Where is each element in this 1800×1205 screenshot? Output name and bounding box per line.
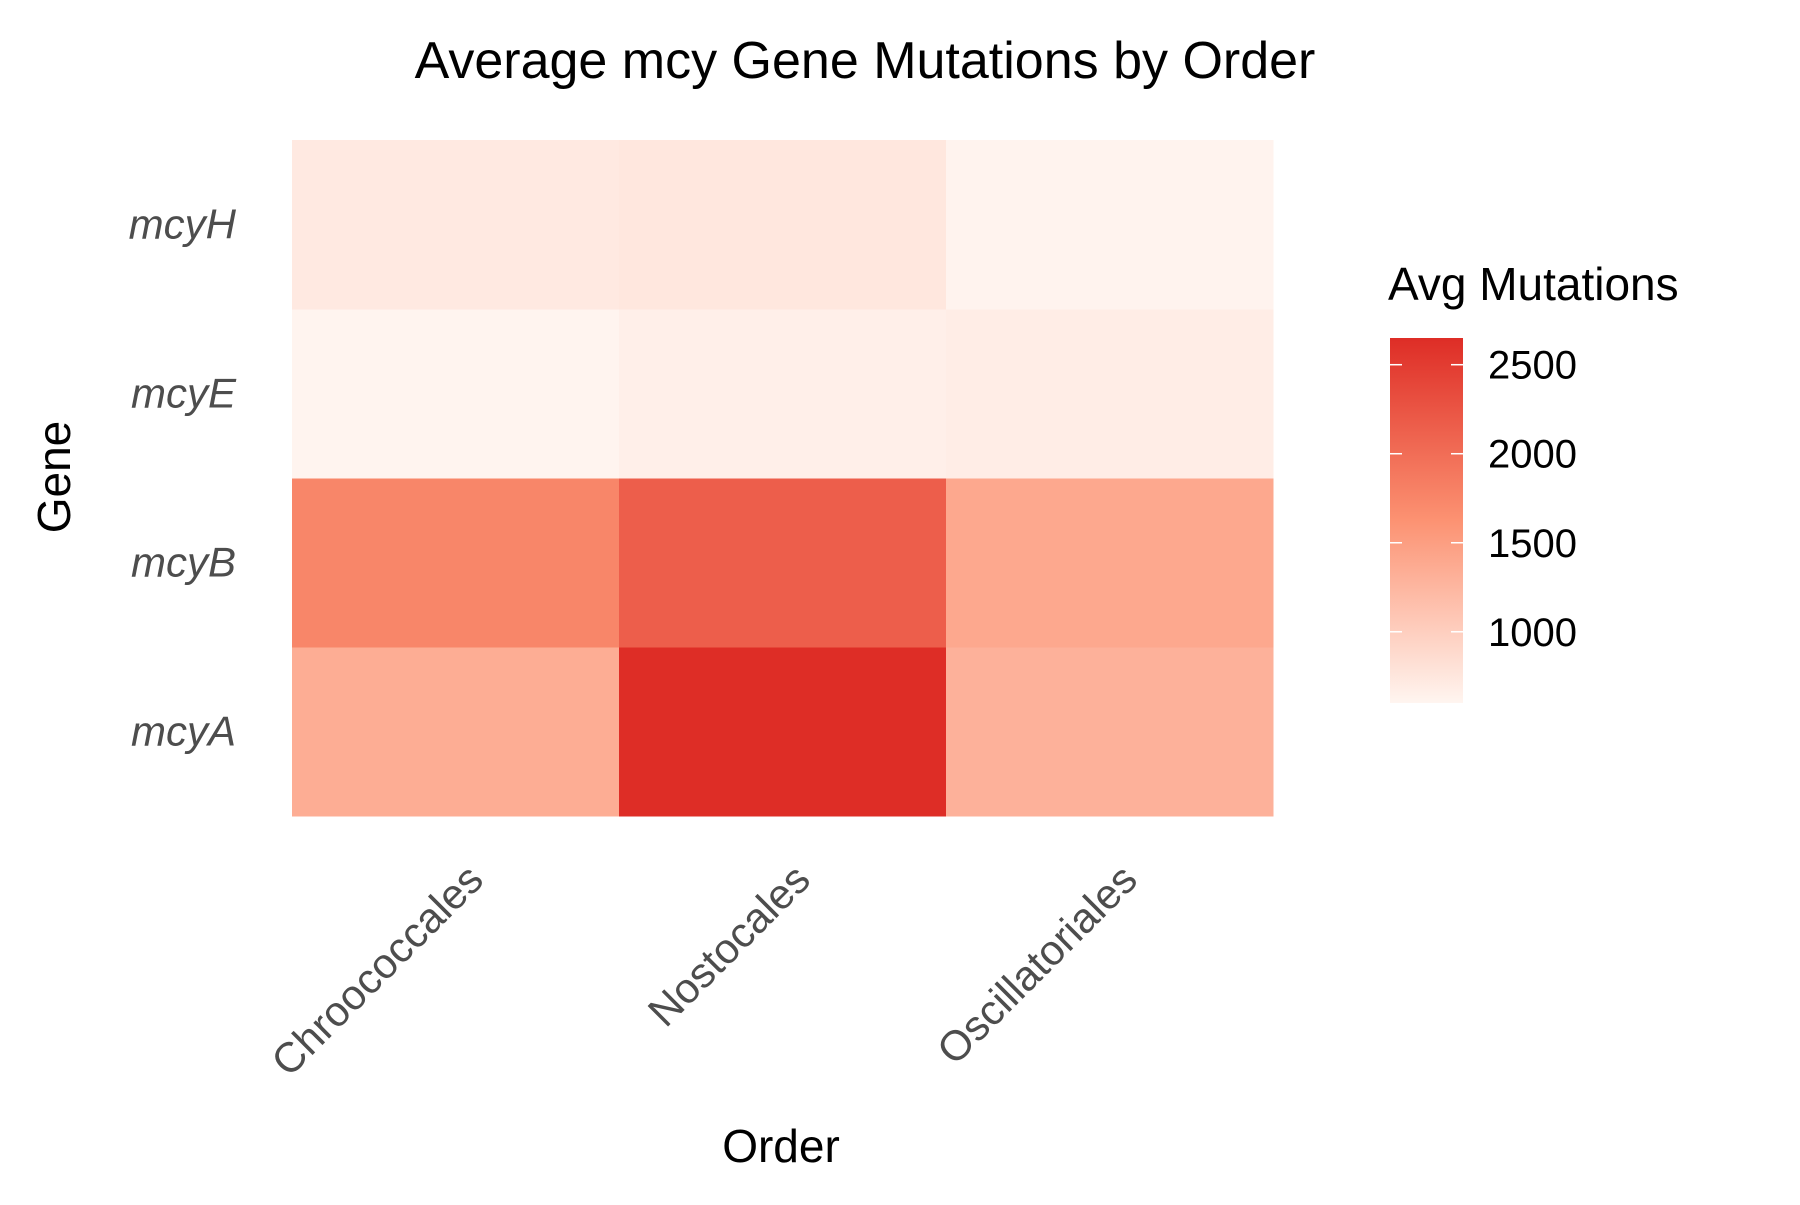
legend-ticks: 1000 1500 2000 2500 — [1390, 344, 1577, 655]
color-legend: Avg Mutations 1000 1500 2000 2500 — [1388, 258, 1679, 703]
heatmap-cell-mcyE-Nostocales — [619, 309, 947, 479]
y-tick-label-mcyA: mcyA — [131, 708, 236, 755]
legend-tick-label-1500: 1500 — [1488, 522, 1577, 566]
legend-colorbar — [1390, 338, 1463, 703]
legend-tick-label-2000: 2000 — [1488, 433, 1577, 477]
heatmap-cell-mcyH-Nostocales — [619, 140, 947, 310]
x-tick-labels: Chroococcales Nostocales Oscillatoriales — [262, 855, 1146, 1085]
x-tick-label-Nostocales: Nostocales — [639, 855, 819, 1035]
heatmap-cell-mcyE-Chroococcales — [292, 309, 620, 479]
heatmap-cell-mcyA-Chroococcales — [292, 647, 620, 817]
legend-tick-label-1000: 1000 — [1488, 611, 1577, 655]
legend-tick-label-2500: 2500 — [1488, 344, 1577, 388]
y-tick-label-mcyB: mcyB — [131, 539, 236, 586]
chart-title: Average mcy Gene Mutations by Order — [415, 32, 1316, 90]
heatmap-cell-mcyA-Nostocales — [619, 647, 947, 817]
heatmap-cell-mcyH-Oscillatoriales — [946, 140, 1274, 310]
y-tick-label-mcyE: mcyE — [131, 370, 237, 417]
x-axis-title: Order — [722, 1120, 840, 1172]
y-axis-title: Gene — [28, 421, 80, 534]
x-tick-label-Chroococcales: Chroococcales — [262, 855, 492, 1085]
heatmap-cell-mcyB-Oscillatoriales — [946, 478, 1274, 648]
y-tick-label-mcyH: mcyH — [129, 201, 237, 248]
x-tick-label-Oscillatoriales: Oscillatoriales — [928, 855, 1146, 1073]
heatmap-cell-mcyH-Chroococcales — [292, 140, 620, 310]
heatmap-cell-mcyA-Oscillatoriales — [946, 647, 1274, 817]
legend-title: Avg Mutations — [1388, 258, 1679, 310]
y-tick-labels: mcyA mcyB mcyE mcyH — [129, 201, 237, 755]
heatmap-cells — [292, 140, 1274, 817]
heatmap-cell-mcyE-Oscillatoriales — [946, 309, 1274, 479]
heatmap-cell-mcyB-Nostocales — [619, 478, 947, 648]
heatmap-cell-mcyB-Chroococcales — [292, 478, 620, 648]
